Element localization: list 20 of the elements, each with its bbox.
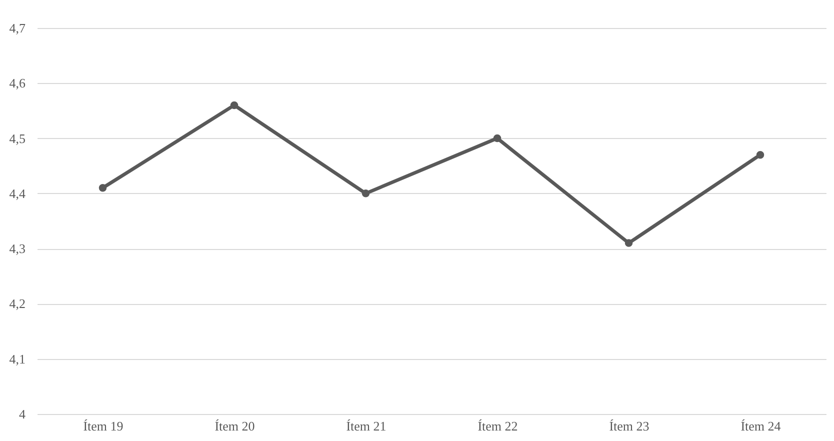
y-tick-label: 4 <box>19 406 26 422</box>
point <box>493 134 502 142</box>
x-tick-label: Ítem 19 <box>83 418 124 434</box>
point <box>362 190 370 198</box>
x-tick-label: Ítem 23 <box>609 418 650 434</box>
y-tick-label: 4,7 <box>9 20 26 36</box>
y-tick-label: 4,4 <box>9 186 26 201</box>
point <box>756 150 764 159</box>
y-tick-label: 4,2 <box>9 296 26 312</box>
point <box>624 239 633 247</box>
y-tick-label: 4,3 <box>9 241 26 256</box>
x-tick-label: Ítem 21 <box>346 418 386 434</box>
point <box>98 184 107 192</box>
y-tick-label: 4,1 <box>9 351 26 366</box>
y-tick-label: 4,6 <box>9 76 26 91</box>
point <box>230 101 238 110</box>
x-tick-label: Ítem 22 <box>478 418 518 434</box>
y-tick-label: 4,5 <box>9 130 26 146</box>
x-tick-label: Ítem 20 <box>214 418 255 434</box>
x-tick-label: Ítem 24 <box>740 418 782 434</box>
